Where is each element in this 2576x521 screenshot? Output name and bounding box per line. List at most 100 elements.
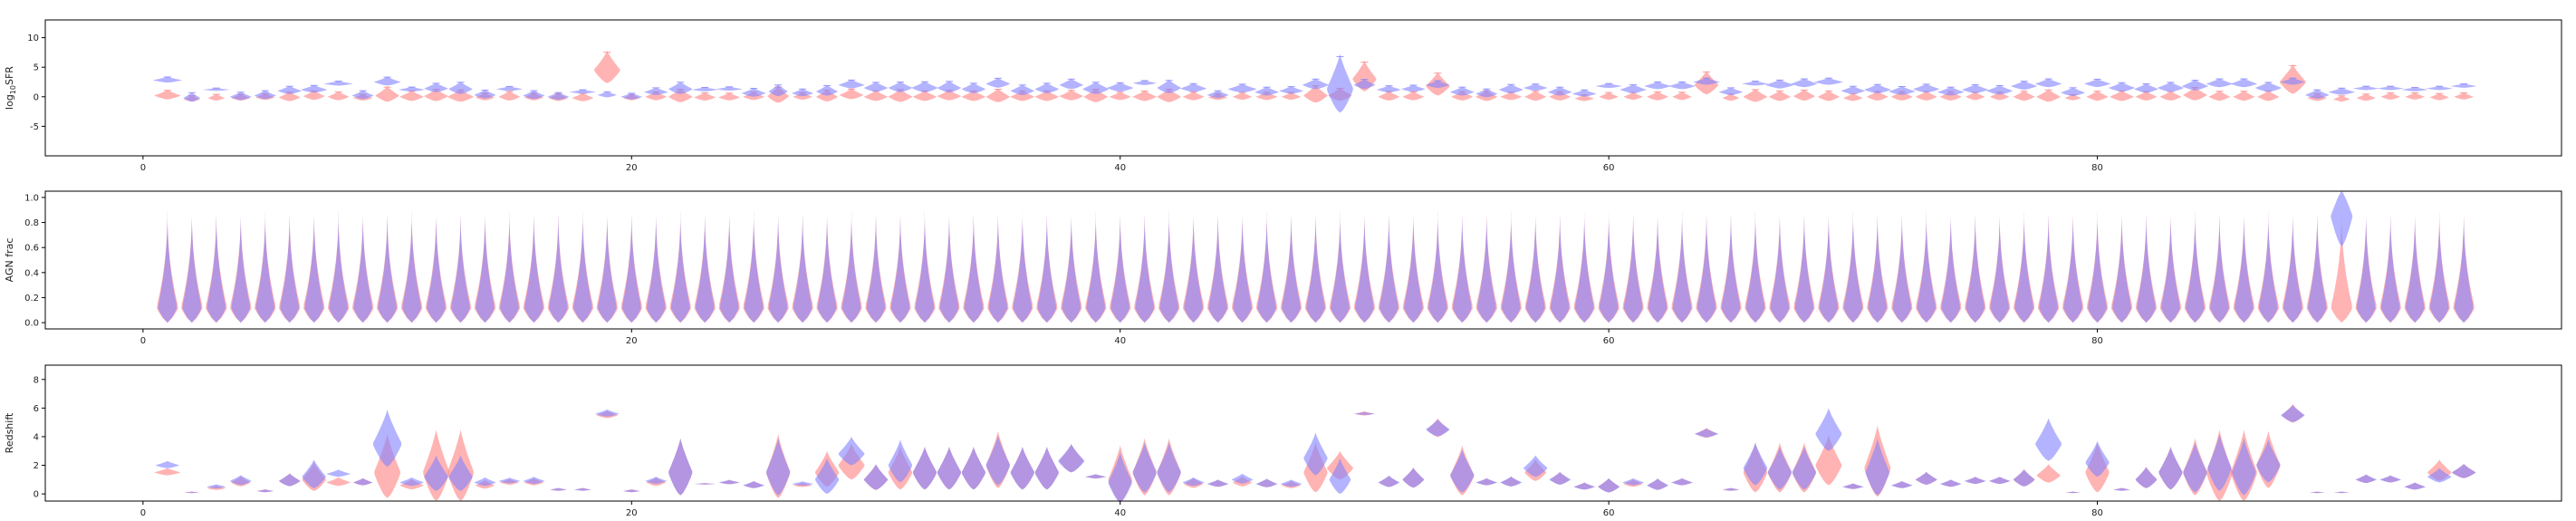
violin-series_b-38 [1062, 209, 1081, 323]
violin-series_b-36 [1010, 447, 1034, 490]
violin-series_b-68 [1794, 209, 1814, 323]
violin-series_b-48 [1306, 209, 1325, 323]
violin-series_a-3 [207, 93, 225, 101]
violin-series_b-16 [523, 477, 545, 485]
violin-series_b-82 [2137, 209, 2156, 323]
violin-series_b-87 [2255, 82, 2282, 92]
violin-series_b-70 [1842, 483, 1864, 489]
violins [154, 403, 2476, 503]
violin-series_b-86 [2235, 209, 2254, 323]
violin-series_b-14 [474, 90, 496, 99]
violin-series_a-1 [154, 468, 181, 476]
violin-series_b-37 [1037, 209, 1057, 323]
violin-series_b-51 [1377, 85, 1401, 93]
violin-series_b-89 [2305, 89, 2330, 99]
violin-series_b-48 [1303, 432, 1328, 476]
violin-series_a-67 [1769, 90, 1791, 101]
violin-series_b-35 [985, 77, 1010, 88]
y-tick-label: 10 [27, 34, 39, 43]
violin-series_b-30 [864, 464, 888, 490]
violin-series_b-46 [1255, 478, 1278, 487]
violin-series_b-52 [1404, 209, 1423, 323]
violin-series_a-40 [1110, 92, 1131, 101]
violin-series_b-5 [256, 489, 274, 493]
violin-series_b-73 [1913, 83, 1940, 93]
violin-series_b-62 [1644, 82, 1671, 90]
violin-series_b-13 [448, 455, 473, 491]
x-tick-label: 0 [140, 163, 146, 173]
violin-series_b-77 [2014, 209, 2033, 323]
violin-series_a-84 [2183, 86, 2207, 101]
violin-series_b-66 [1743, 442, 1767, 486]
violin-series_a-74 [1940, 91, 1962, 101]
violin-series_b-38 [1058, 443, 1085, 473]
violin-series_b-28 [815, 458, 840, 495]
violin-series_a-81 [2110, 90, 2134, 101]
violin-series_b-80 [2084, 79, 2110, 88]
violin-series_b-70 [1843, 209, 1863, 323]
violin-series_b-72 [1892, 209, 1912, 323]
violin-series_a-30 [864, 90, 888, 101]
violin-series_b-16 [523, 90, 545, 100]
violin-series_b-75 [1962, 84, 1988, 93]
violin-series_b-7 [302, 459, 326, 488]
violin-series_b-62 [1648, 209, 1668, 323]
violin-series_b-20 [620, 92, 642, 100]
violin-series_b-41 [1132, 442, 1157, 493]
violin-series_b-47 [1279, 86, 1303, 94]
y-tick-label: 0 [34, 490, 39, 500]
violin-series_b-88 [2283, 209, 2302, 323]
violin-series_b-19 [597, 91, 617, 98]
violin-series_b-54 [1450, 86, 1475, 96]
violin-series_a-60 [1599, 92, 1619, 101]
violin-series_b-90 [2334, 491, 2350, 494]
violin-series_b-56 [1501, 209, 1521, 323]
violin-series_a-45 [1233, 92, 1252, 101]
violin-series_b-31 [888, 439, 912, 483]
violin-series_a-75 [1966, 92, 1985, 101]
violin-series_b-68 [1792, 447, 1816, 490]
violin-series_b-73 [1917, 209, 1937, 323]
violin-series_b-50 [1353, 411, 1376, 415]
x-tick-label: 80 [2091, 508, 2103, 518]
violin-series_b-8 [329, 209, 348, 323]
y-axis-label: log10SFR [4, 66, 17, 110]
violin-series_b-86 [2232, 438, 2256, 496]
violin-series_b-6 [277, 85, 302, 94]
y-tick-label: 2 [34, 461, 39, 471]
violin-series_b-94 [2429, 209, 2449, 323]
violin-series_b-55 [1475, 478, 1497, 486]
violin-series_b-66 [1745, 209, 1765, 323]
violin-series_b-93 [2404, 482, 2426, 490]
agn-frac-panel: 0 20 40 60 80 0.0 0.2 0.4 0.6 0.8 1.0 AGN frac [4, 190, 2562, 346]
violin-series_b-43 [1184, 209, 1203, 323]
violin-series_b-34 [961, 447, 985, 490]
violin-series_b-73 [1916, 471, 1937, 485]
violin-series_b-15 [496, 86, 523, 92]
violin-series_b-90 [2328, 87, 2355, 95]
violin-series_b-18 [574, 487, 591, 491]
x-tick-label: 40 [1114, 508, 1126, 518]
violin-series_a-34 [961, 90, 985, 101]
violin-series_b-14 [476, 209, 495, 323]
violin-series_b-87 [2256, 439, 2281, 483]
violin-series_a-11 [399, 90, 424, 101]
violin-series_b-38 [1059, 78, 1083, 90]
violin-series_b-52 [1402, 468, 1425, 488]
violin-series_b-42 [1157, 442, 1181, 493]
violin-series_b-12 [427, 209, 446, 323]
y-tick-label: 6 [34, 404, 39, 414]
violin-series_b-26 [768, 84, 788, 97]
violin-series_b-43 [1182, 477, 1205, 487]
violin-series_b-75 [1966, 209, 1985, 323]
violin-series_b-9 [353, 478, 373, 486]
violin-series_b-2 [185, 491, 199, 494]
violin-series_b-42 [1157, 80, 1181, 93]
violin-series_b-12 [424, 82, 448, 92]
violin-series_b-10 [378, 209, 397, 323]
violin-series_b-94 [2426, 85, 2453, 91]
violin-series_a-42 [1157, 88, 1181, 102]
violin-series_b-24 [719, 209, 739, 323]
violin-series_a-90 [2333, 95, 2350, 101]
